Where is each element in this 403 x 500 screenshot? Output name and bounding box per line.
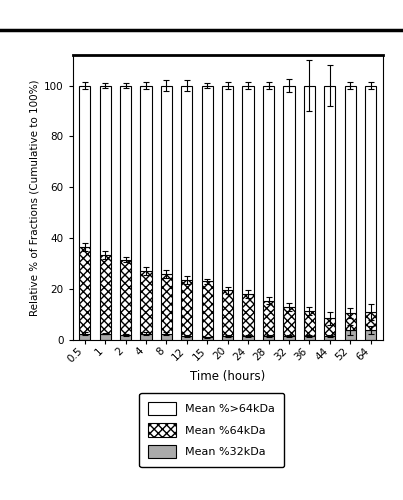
Bar (100, 86, 111, 255)
Bar (202, 338, 213, 340)
Bar (120, 260, 131, 335)
Bar (100, 334, 111, 340)
Y-axis label: Relative % of Fractions (Cumulative to 100%): Relative % of Fractions (Cumulative to 1… (30, 79, 40, 316)
Bar (181, 86, 193, 280)
Bar (140, 86, 152, 272)
Bar (283, 86, 295, 307)
Bar (181, 280, 193, 336)
Bar (202, 86, 213, 281)
Bar (345, 330, 356, 340)
Bar (263, 300, 274, 336)
Bar (324, 86, 335, 318)
X-axis label: Time (hours): Time (hours) (190, 370, 265, 383)
Bar (100, 255, 111, 334)
Bar (324, 336, 335, 340)
Bar (243, 294, 254, 336)
Bar (365, 330, 376, 340)
Bar (304, 86, 315, 310)
Bar (324, 318, 335, 336)
Bar (304, 336, 315, 340)
Bar (283, 336, 295, 340)
Bar (120, 335, 131, 340)
Bar (181, 336, 193, 340)
Bar (222, 290, 233, 336)
Bar (263, 336, 274, 340)
Legend: Mean %>64kDa, Mean %64kDa, Mean %32kDa: Mean %>64kDa, Mean %64kDa, Mean %32kDa (139, 393, 284, 467)
Bar (120, 86, 131, 260)
Bar (79, 247, 90, 334)
Bar (222, 86, 233, 290)
Bar (304, 310, 315, 336)
Bar (243, 86, 254, 294)
Bar (161, 274, 172, 334)
Bar (161, 334, 172, 340)
Bar (345, 314, 356, 330)
Bar (79, 334, 90, 340)
Bar (140, 272, 152, 334)
Bar (161, 86, 172, 274)
Bar (365, 86, 376, 312)
Bar (243, 336, 254, 340)
Bar (345, 86, 356, 314)
Bar (365, 312, 376, 330)
Bar (263, 86, 274, 300)
Bar (140, 334, 152, 340)
Bar (283, 307, 295, 336)
Bar (79, 86, 90, 247)
Bar (222, 336, 233, 340)
Bar (202, 282, 213, 338)
